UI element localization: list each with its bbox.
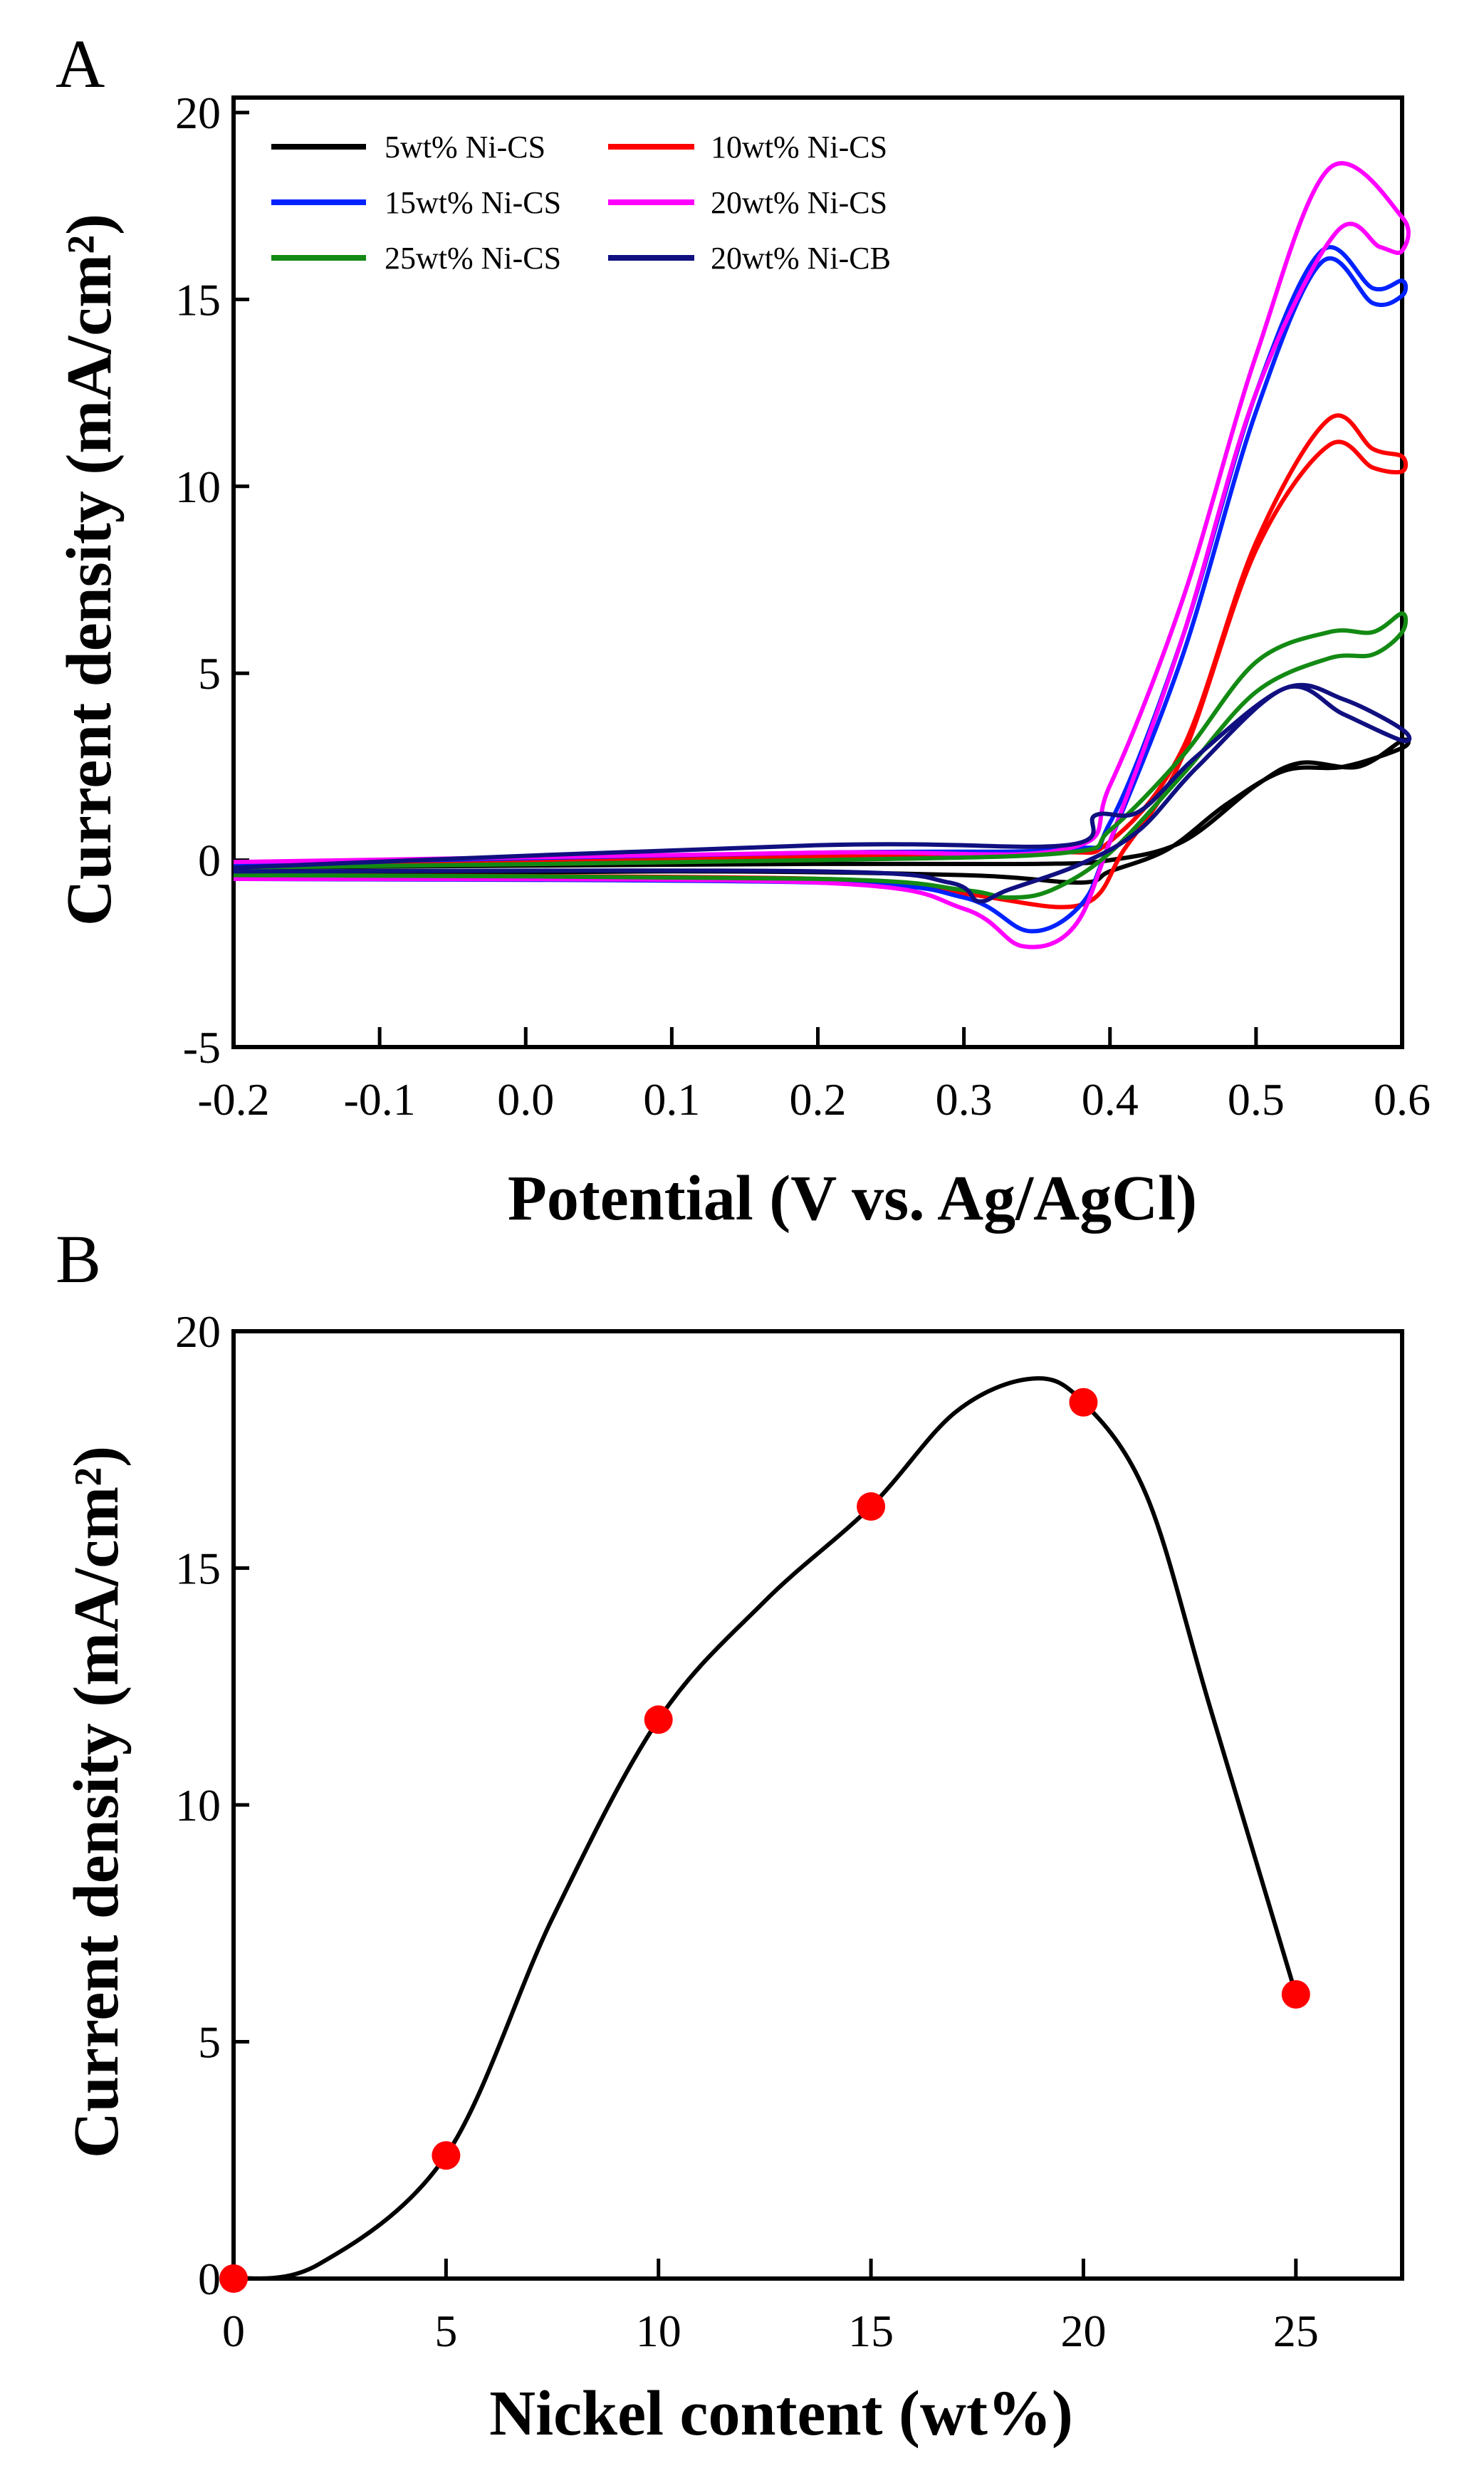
x-tick-label: 20 (1060, 2306, 1106, 2356)
legend-label: 5wt% Ni-CS (385, 130, 545, 165)
data-point (1069, 1388, 1098, 1417)
data-point (644, 1705, 673, 1734)
y-tick-label: 15 (175, 1544, 221, 1594)
legend-label: 15wt% Ni-CS (385, 185, 561, 220)
panel-a-y-axis-title: Current density (mA/cm²) (54, 214, 125, 926)
x-tick-label: 0.5 (1228, 1074, 1285, 1125)
y-tick-label: 15 (175, 274, 221, 325)
legend-label: 25wt% Ni-CS (385, 241, 561, 276)
x-tick-label: 25 (1273, 2306, 1319, 2356)
x-tick-label: 10 (636, 2306, 681, 2356)
panel-b-x-axis-title: Nickel content (wt%) (489, 2378, 1073, 2449)
y-tick-label: 20 (175, 88, 221, 138)
legend-label: 20wt% Ni-CB (711, 241, 891, 276)
x-tick-label: 15 (848, 2306, 894, 2356)
series-line-15wt-ni-cs (233, 245, 1409, 934)
panel-b-chart: 0 5 10 15 20 25 0 5 10 15 20 (175, 1306, 1404, 2356)
series-line-5wt-ni-cs (233, 737, 1411, 885)
x-tick-label: 0.3 (936, 1074, 993, 1125)
y-tick-label: 10 (175, 462, 221, 512)
x-tick-label: -0.1 (343, 1074, 415, 1125)
panel-a-x-axis-title: Potential (V vs. Ag/AgCl) (508, 1163, 1197, 1234)
data-point (219, 2264, 248, 2293)
x-tick-label: 0.2 (790, 1074, 847, 1125)
y-tick-label: 20 (175, 1306, 221, 1357)
panel-b-label: B (56, 1221, 101, 1297)
series-line-20wt-ni-cs (233, 161, 1411, 949)
x-tick-label: 0.6 (1374, 1074, 1431, 1125)
x-tick-label: 5 (434, 2306, 457, 2356)
y-tick-label: 5 (198, 2017, 221, 2068)
series-line-25wt-ni-cs (233, 611, 1409, 900)
data-point (432, 2141, 461, 2170)
y-tick-label: 0 (198, 836, 221, 886)
x-tick-label: 0.1 (643, 1074, 700, 1125)
x-tick-label: 0.4 (1082, 1074, 1139, 1125)
y-tick-label: -5 (183, 1022, 221, 1073)
panel-a-chart: -0.2 -0.1 0.0 0.1 0.2 0.3 0.4 0.5 0.6 -5 0 5 10 15 20 5… (175, 88, 1431, 1125)
panel-a-label: A (56, 26, 105, 102)
panel-b-y-axis-title: Current density (mA/cm²) (61, 1446, 132, 2158)
x-tick-label: 0 (222, 2306, 245, 2356)
data-point (1281, 1980, 1310, 2009)
y-tick-label: 0 (198, 2254, 221, 2304)
x-tick-label: 0.0 (497, 1074, 554, 1125)
legend-label: 20wt% Ni-CS (711, 185, 887, 220)
y-tick-label: 10 (175, 1780, 221, 1831)
fit-curve-line (233, 1376, 1298, 2281)
y-tick-label: 5 (198, 648, 221, 699)
data-point (857, 1492, 886, 1521)
series-line-20wt-ni-cb (233, 682, 1412, 904)
legend-label: 10wt% Ni-CS (711, 130, 887, 165)
x-tick-label: -0.2 (197, 1074, 269, 1125)
